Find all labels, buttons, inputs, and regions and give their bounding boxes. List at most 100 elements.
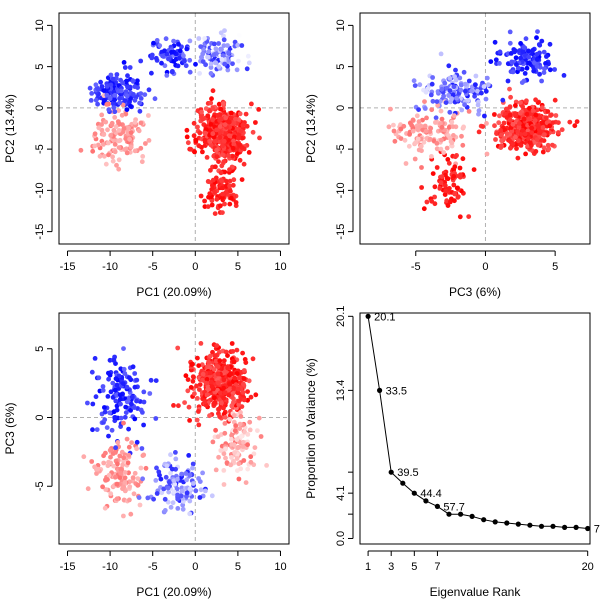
scatter-point <box>159 490 165 496</box>
scatter-point <box>197 495 203 500</box>
scatter-point <box>194 417 200 423</box>
scatter-point <box>94 427 100 432</box>
scatter-point <box>253 120 258 125</box>
scatter-point <box>524 111 530 117</box>
scatter-point <box>221 468 227 473</box>
scatter-point <box>210 88 216 94</box>
scatter-point <box>206 359 212 365</box>
scatter-point <box>441 93 446 99</box>
scatter-point <box>214 196 220 202</box>
scatter-point <box>227 201 233 207</box>
scatter-point <box>541 132 547 138</box>
scatter-point <box>434 141 440 146</box>
scatter-point <box>200 371 206 377</box>
scatter-point <box>106 472 112 478</box>
scatter-point <box>419 185 424 190</box>
scatter-point <box>207 191 213 197</box>
scatter-point <box>217 130 223 136</box>
scatter-point <box>502 127 507 133</box>
scatter-point <box>197 479 203 484</box>
scatter-point <box>406 143 412 149</box>
scatter-point <box>508 145 513 151</box>
y-tick-label: 5 <box>335 64 347 70</box>
scatter-point <box>507 117 513 123</box>
scatter-point <box>163 36 169 42</box>
scatter-point <box>509 59 515 65</box>
y-tick-label: 0 <box>335 105 347 111</box>
scatter-point <box>444 176 450 181</box>
scatter-point <box>202 198 208 204</box>
scree-point <box>515 521 521 527</box>
scatter-point <box>211 52 217 58</box>
scatter-point <box>550 142 555 148</box>
scatter-point <box>507 112 513 118</box>
scatter-point <box>214 127 219 133</box>
scatter-point <box>438 146 444 152</box>
scatter-point <box>119 112 125 118</box>
scatter-point <box>233 200 239 205</box>
scatter-point <box>238 466 244 472</box>
scatter-point <box>537 71 542 77</box>
scatter-point <box>208 142 214 148</box>
scatter-point <box>246 150 252 155</box>
scatter-point <box>114 407 120 413</box>
scatter-point <box>189 362 195 367</box>
scatter-point <box>200 149 205 155</box>
scatter-point <box>522 71 528 76</box>
scatter-point <box>572 123 578 129</box>
x-axis: 1 3 5 7 20 <box>365 550 594 573</box>
scatter-point <box>213 60 219 66</box>
scatter-point <box>219 163 225 169</box>
scatter-point <box>441 150 447 155</box>
scatter-point <box>439 124 445 130</box>
scatter-point <box>438 51 444 57</box>
scatter-point <box>454 95 460 101</box>
cumulative-variance-label: 39.5 <box>397 467 418 479</box>
scatter-point <box>226 392 232 398</box>
scatter-point <box>485 82 491 88</box>
scatter-point <box>96 125 102 131</box>
scatter-point <box>108 454 113 460</box>
scatter-point <box>210 183 215 189</box>
scatter-point <box>220 191 226 197</box>
scatter-point <box>140 410 145 415</box>
scatter-point <box>433 120 438 125</box>
scatter-point <box>127 136 132 142</box>
scatter-point <box>233 423 239 428</box>
scatter-point <box>99 84 105 89</box>
y-tick-label: 0 <box>34 414 46 420</box>
cumulative-variance-label: 57.7 <box>443 501 464 513</box>
scatter-point <box>466 78 472 84</box>
scatter-point <box>95 466 101 472</box>
scatter-point <box>539 38 545 44</box>
scatter-point <box>466 214 472 220</box>
scatter-point <box>482 113 487 119</box>
scatter-point <box>99 122 104 127</box>
scatter-point <box>434 165 440 170</box>
scatter-point <box>235 42 241 48</box>
scatter-point <box>539 105 545 111</box>
scatter-point <box>187 498 193 504</box>
scatter-point <box>117 100 123 106</box>
scatter-point <box>216 454 222 460</box>
scatter-point <box>388 106 393 112</box>
scatter-point <box>132 97 138 103</box>
scatter-point <box>231 385 237 391</box>
scatter-point <box>493 57 499 63</box>
scatter-point <box>127 484 133 489</box>
y-axis-title: PC3 (6%) <box>3 402 17 454</box>
scatter-point <box>220 210 225 216</box>
scree-line <box>367 316 588 529</box>
scatter-point <box>112 97 118 103</box>
scatter-point <box>136 128 142 134</box>
scatter-point <box>545 109 551 114</box>
scatter-point <box>123 111 129 117</box>
scatter-point <box>175 63 181 69</box>
x-tick-label: 10 <box>274 261 286 273</box>
scatter-point <box>222 61 228 67</box>
scatter-point <box>87 85 93 91</box>
scatter-point <box>202 36 208 41</box>
scatter-point <box>176 403 181 409</box>
scatter-point <box>191 133 197 139</box>
scatter-point <box>120 80 126 86</box>
